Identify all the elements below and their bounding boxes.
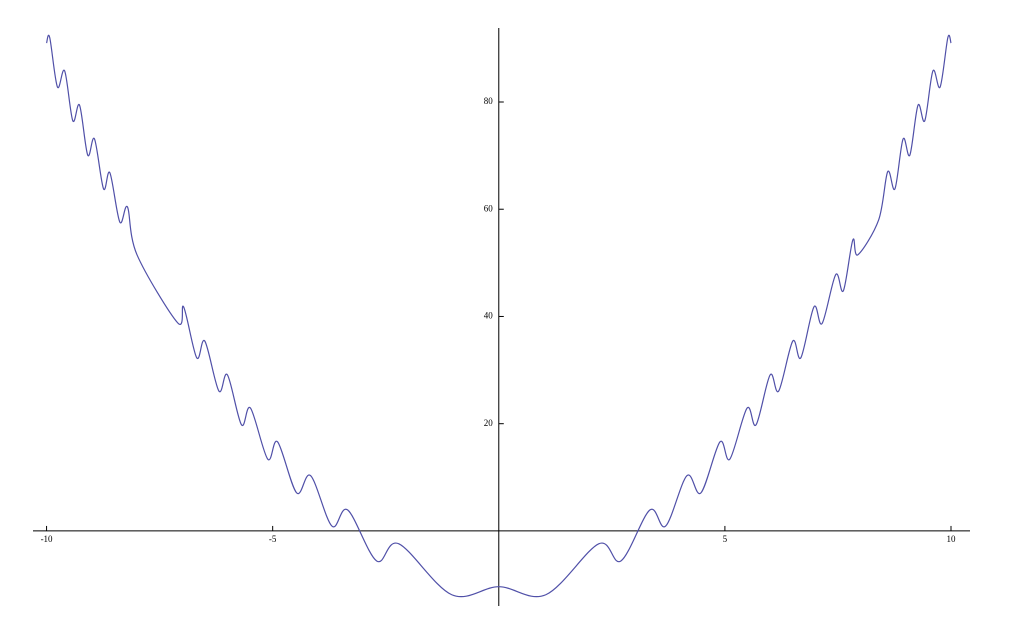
- x-tick-label: 5: [723, 534, 728, 544]
- curve: [45, 34, 952, 598]
- y-tick-label: 20: [484, 418, 494, 428]
- x-tick-label: -5: [269, 534, 277, 544]
- x-tick-label: 10: [947, 534, 957, 544]
- y-tick-label: 40: [484, 311, 494, 321]
- y-tick-label: 60: [484, 203, 494, 213]
- y-tick-label: 80: [484, 96, 494, 106]
- x-tick-label: -10: [41, 534, 53, 544]
